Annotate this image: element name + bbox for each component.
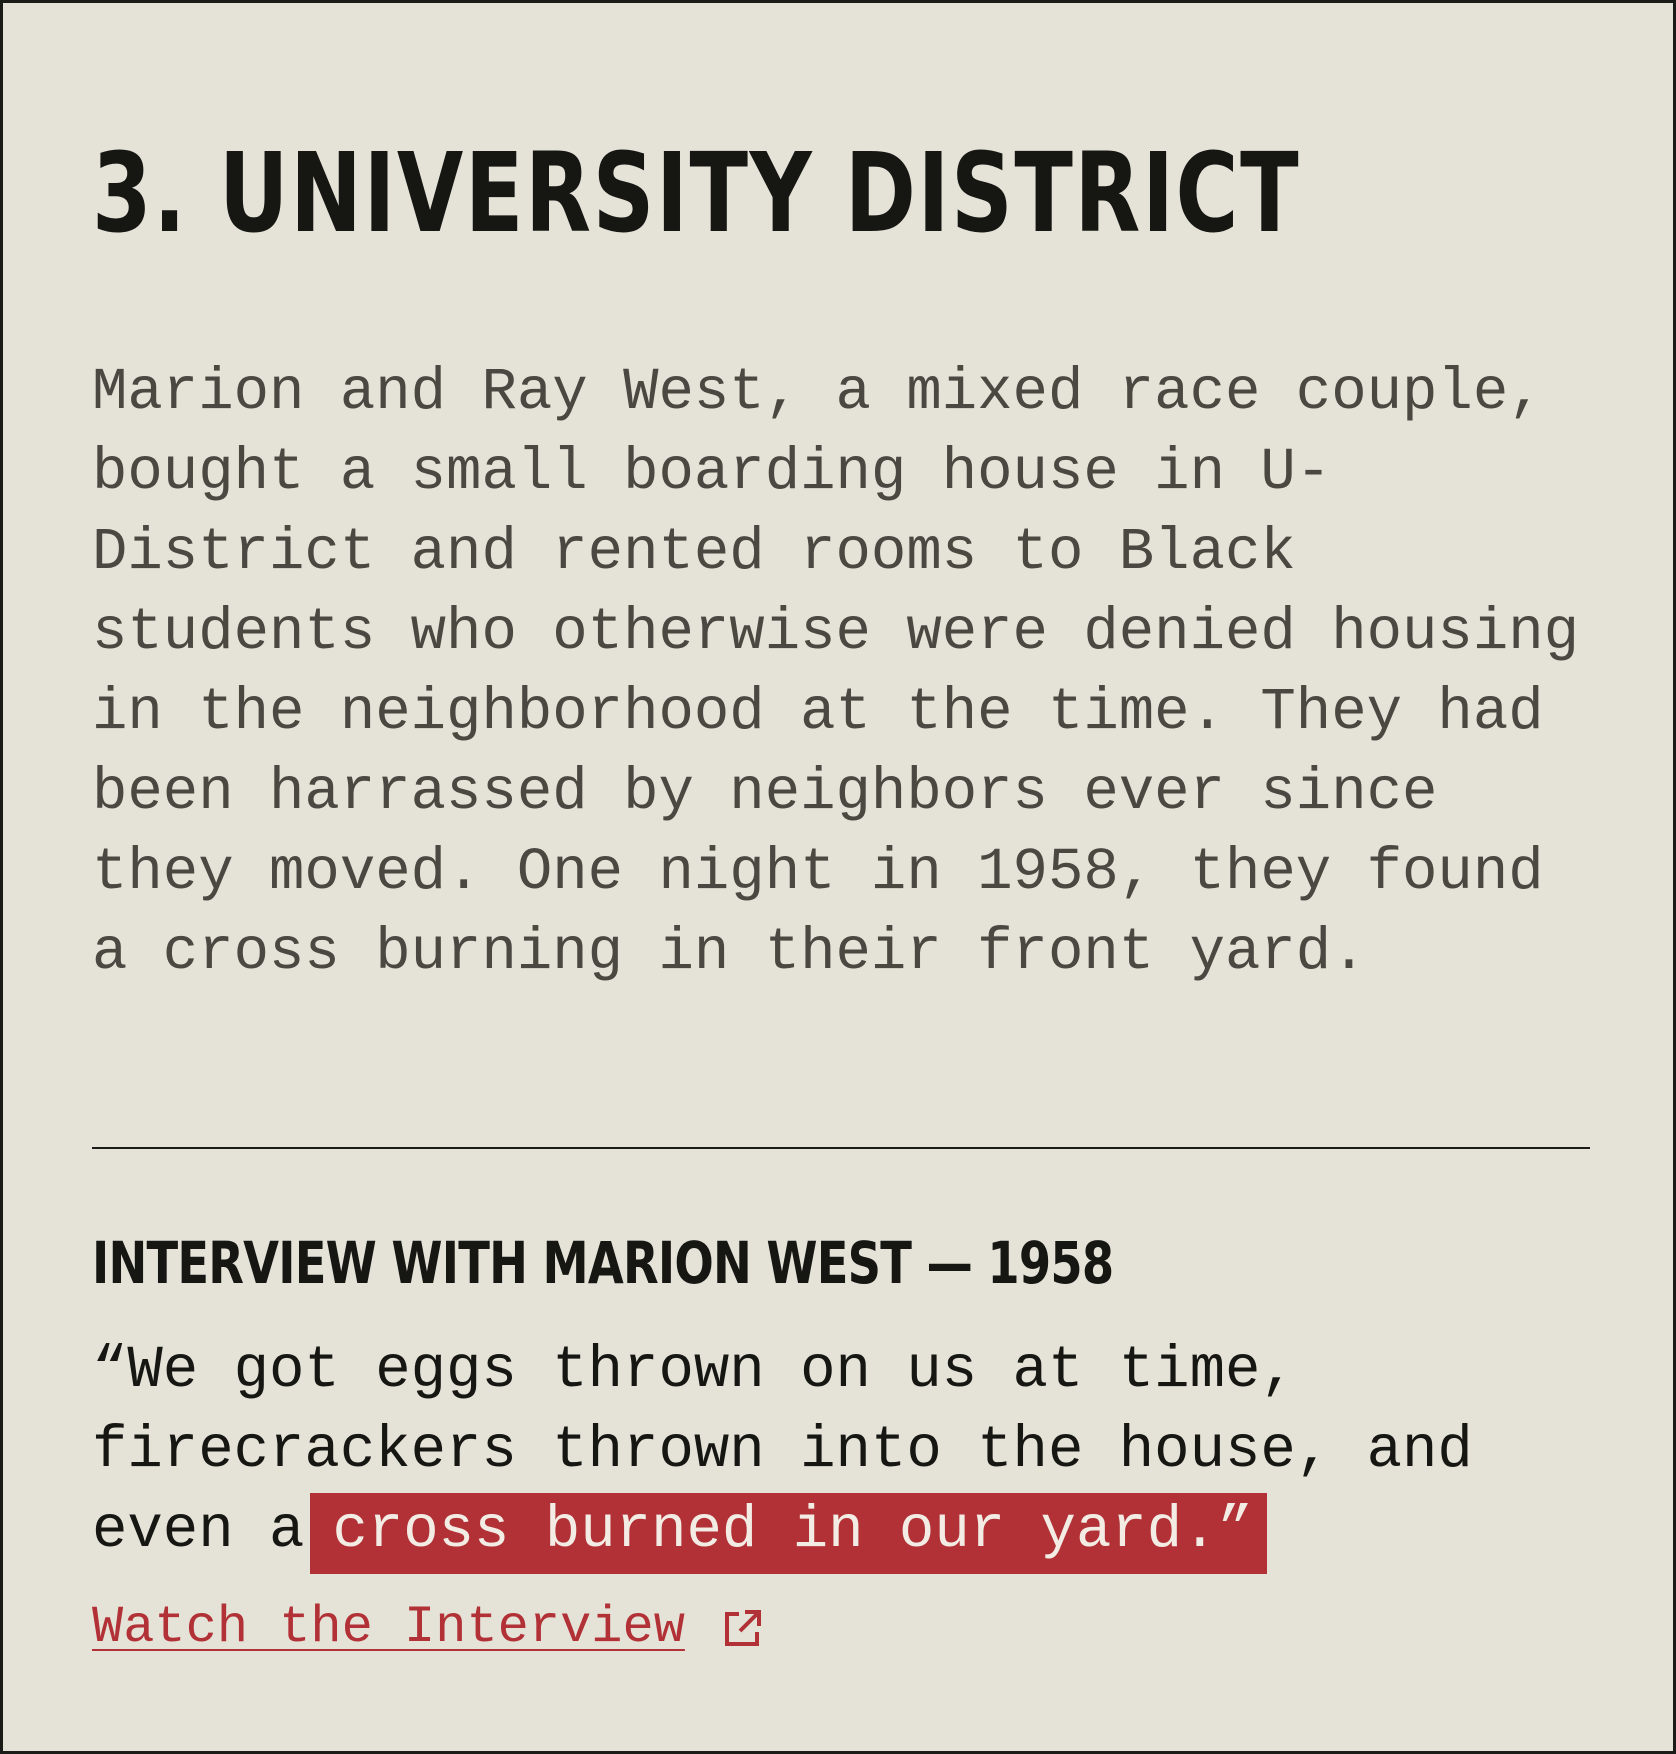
watch-interview-label: Watch the Interview — [92, 1598, 685, 1657]
divider — [92, 1147, 1590, 1149]
watch-interview-link[interactable]: Watch the Interview — [92, 1595, 763, 1661]
quote-highlight: cross burned in our yard.” — [310, 1493, 1267, 1574]
section-title: 3. UNIVERSITY DISTRICT — [92, 129, 1301, 257]
quote-text: “We got eggs thrown on us at time, firec… — [92, 1337, 1473, 1564]
section-body-text: Marion and Ray West, a mixed race couple… — [92, 359, 1580, 986]
interview-heading: INTERVIEW WITH MARION WEST — 1958 — [92, 1229, 1114, 1297]
external-link-icon — [721, 1604, 763, 1646]
interview-quote: “We got eggs thrown on us at time, firec… — [92, 1331, 1612, 1574]
